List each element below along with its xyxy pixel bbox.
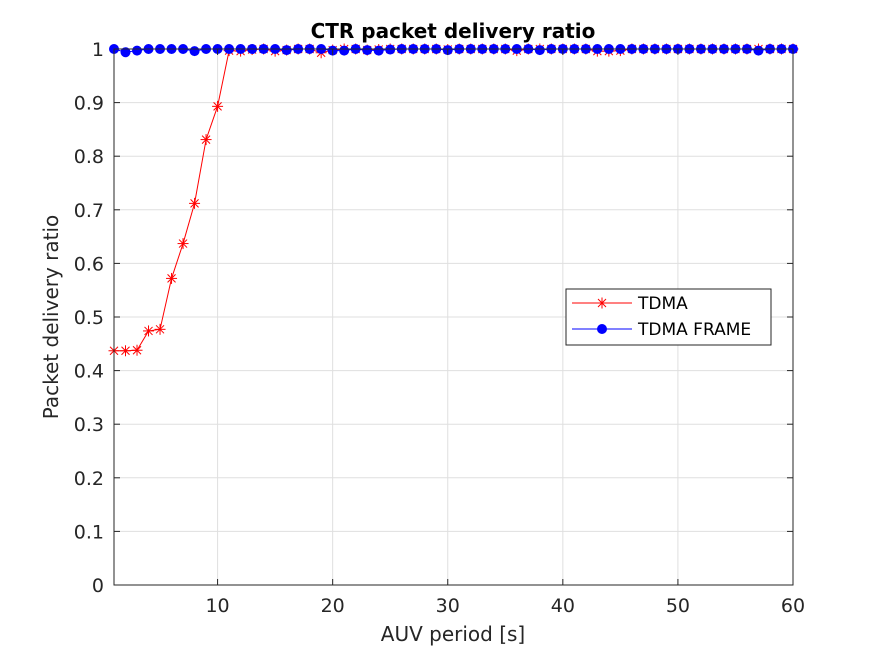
data-point [131,344,143,356]
y-tick-label: 0.8 [74,146,104,168]
x-tick-label: 60 [781,595,805,617]
legend-box [565,288,772,346]
y-tick-label: 0.6 [74,253,104,275]
x-tick-label: 20 [321,595,345,617]
y-tick-label: 0.2 [74,468,104,490]
data-point [132,45,143,56]
data-point [339,45,350,56]
y-tick-label: 0.3 [74,414,104,436]
data-point [534,45,545,56]
y-tick-label: 0.9 [74,93,104,115]
data-point [189,46,200,57]
data-point [143,325,155,337]
y-tick-label: 1 [92,39,104,61]
axis-ticks: 10 20 30 40 50 60 0 0.1 0.2 0.3 0.4 0.5 0.6 0.7 0.8 0.9… [74,39,805,617]
data-point [120,47,131,58]
data-point [120,345,132,357]
legend-marker [596,297,608,309]
x-tick-label: 40 [551,595,575,617]
data-point [281,45,292,56]
x-tick-label: 30 [436,595,460,617]
legend-entry: TDMA FRAME [572,320,751,340]
chart-title: CTR packet delivery ratio [311,19,596,43]
legend-label: TDMA [637,294,688,314]
data-point [362,45,373,56]
y-axis-label: Packet delivery ratio [39,215,63,420]
data-point [200,134,212,146]
data-point [212,100,224,112]
y-tick-label: 0.7 [74,200,104,222]
legend-entry: TDMA [572,294,688,314]
data-point [189,197,201,209]
data-point [177,238,189,250]
data-point [373,45,384,56]
x-axis-label: AUV period [s] [381,622,525,646]
y-tick-label: 0 [92,575,104,597]
y-tick-label: 0.5 [74,307,104,329]
legend-label: TDMA FRAME [637,320,751,340]
data-point [166,272,178,284]
y-tick-label: 0.4 [74,361,104,383]
data-point [385,44,396,55]
legend: TDMA TDMA FRAME [565,288,772,346]
data-point [154,323,166,335]
legend-marker [597,324,607,334]
y-tick-label: 0.1 [74,521,104,543]
x-tick-label: 10 [205,595,229,617]
data-point [753,45,764,56]
x-tick-label: 50 [666,595,690,617]
